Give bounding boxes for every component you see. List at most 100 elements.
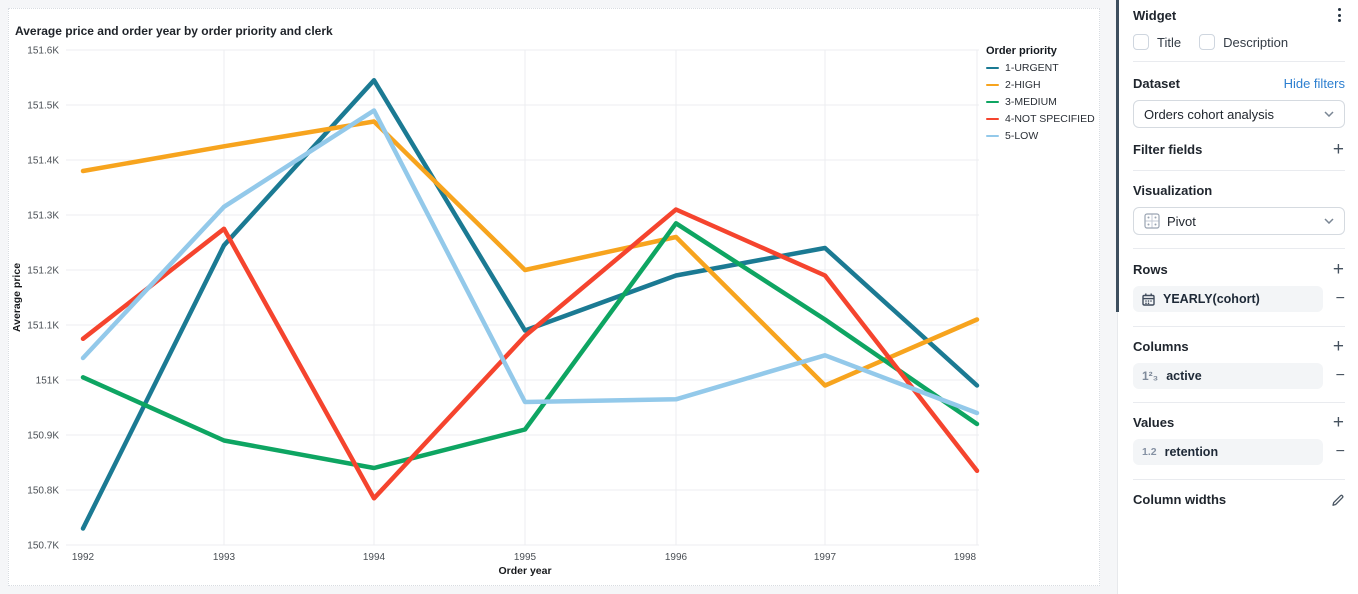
- svg-text:1996: 1996: [665, 552, 688, 563]
- x-axis-ticks: 1992 1993 1994 1995 1996 1997 1998: [72, 552, 977, 563]
- dataset-select[interactable]: Orders cohort analysis: [1133, 100, 1345, 128]
- integer-field-icon: 1²₃: [1142, 369, 1159, 383]
- divider: [1133, 61, 1345, 62]
- visualization-select-value: Pivot: [1167, 213, 1196, 229]
- add-column-button[interactable]: +: [1332, 335, 1344, 357]
- rows-field-chip[interactable]: YEARLY(cohort): [1133, 286, 1323, 312]
- calendar-icon: [1142, 293, 1155, 306]
- svg-text:1993: 1993: [213, 552, 236, 563]
- column-widths-row: Column widths: [1133, 492, 1345, 507]
- columns-heading: Columns: [1133, 339, 1189, 354]
- settings-sidebar: Widget Title Description Dataset Hide fi…: [1117, 0, 1358, 594]
- chevron-down-icon: [1324, 218, 1334, 224]
- legend-item: 5-LOW: [986, 130, 1098, 142]
- remove-column-button[interactable]: −: [1335, 367, 1345, 384]
- legend-item: 1-URGENT: [986, 62, 1098, 74]
- columns-item-row: 1²₃ active −: [1133, 363, 1345, 389]
- y-axis-ticks: 151.6K 151.5K 151.4K 151.3K 151.2K 151.1K 151K…: [27, 46, 59, 552]
- add-value-button[interactable]: +: [1332, 411, 1344, 433]
- series-line-5-LOW: [80, 108, 980, 416]
- hide-filters-link[interactable]: Hide filters: [1283, 76, 1345, 91]
- dataset-header-row: Dataset Hide filters: [1133, 76, 1345, 91]
- chevron-down-icon: [1324, 111, 1334, 117]
- svg-text:151.5K: 151.5K: [27, 101, 59, 112]
- pencil-icon[interactable]: [1331, 493, 1345, 507]
- legend-label: 1-URGENT: [1005, 62, 1059, 74]
- svg-text:151.4K: 151.4K: [27, 156, 59, 167]
- columns-field-chip[interactable]: 1²₃ active: [1133, 363, 1323, 389]
- legend-label: 5-LOW: [1005, 130, 1039, 142]
- svg-text:151.1K: 151.1K: [27, 321, 59, 332]
- svg-text:151.6K: 151.6K: [27, 46, 59, 57]
- svg-text:151.2K: 151.2K: [27, 266, 59, 277]
- description-checkbox-label: Description: [1223, 34, 1289, 50]
- divider: [1133, 479, 1345, 480]
- legend-swatch: [986, 100, 999, 104]
- visualization-header-row: Visualization: [1133, 183, 1345, 198]
- columns-header-row: Columns +: [1133, 335, 1345, 357]
- divider: [1133, 170, 1345, 171]
- columns-field-label: active: [1166, 369, 1202, 383]
- dataset-select-value: Orders cohort analysis: [1144, 106, 1275, 122]
- svg-text:1997: 1997: [814, 552, 837, 563]
- widget-options-row: Title Description: [1133, 34, 1345, 50]
- legend-swatch: [986, 117, 999, 121]
- filter-fields-heading: Filter fields: [1133, 142, 1203, 157]
- rows-heading: Rows: [1133, 262, 1168, 277]
- svg-text:150.7K: 150.7K: [27, 541, 59, 552]
- svg-text:1994: 1994: [363, 552, 386, 563]
- series-line-3-MEDIUM: [80, 221, 980, 471]
- column-widths-heading: Column widths: [1133, 492, 1227, 507]
- add-row-button[interactable]: +: [1332, 258, 1344, 280]
- svg-text:151.3K: 151.3K: [27, 211, 59, 222]
- description-checkbox[interactable]: [1199, 34, 1216, 50]
- sidebar-scrollbar-thumb[interactable]: [1116, 0, 1119, 312]
- values-item-row: 1.2 retention −: [1133, 439, 1345, 465]
- widget-heading: Widget: [1133, 7, 1177, 23]
- values-heading: Values: [1133, 415, 1175, 430]
- title-checkbox[interactable]: [1133, 34, 1149, 50]
- kebab-menu-icon[interactable]: [1334, 6, 1345, 24]
- widget-header-row: Widget: [1133, 6, 1345, 24]
- visualization-select[interactable]: Pivot: [1133, 207, 1345, 235]
- legend-item: 4-NOT SPECIFIED: [986, 113, 1098, 125]
- legend-swatch: [986, 134, 999, 138]
- legend-item: 3-MEDIUM: [986, 96, 1098, 108]
- legend-label: 4-NOT SPECIFIED: [1005, 113, 1095, 125]
- svg-text:150.8K: 150.8K: [27, 486, 59, 497]
- decimal-field-icon: 1.2: [1142, 445, 1157, 458]
- chart-legend: Order priority 1-URGENT 2-HIGH 3-MEDIUM 4-N…: [986, 45, 1098, 147]
- legend-label: 2-HIGH: [1005, 79, 1041, 91]
- values-field-chip[interactable]: 1.2 retention: [1133, 439, 1323, 465]
- legend-items: 1-URGENT 2-HIGH 3-MEDIUM 4-NOT SPECIFIED 5-L…: [986, 62, 1098, 142]
- divider: [1133, 248, 1345, 249]
- filter-fields-row: Filter fields +: [1133, 138, 1345, 160]
- series-line-2-HIGH: [80, 119, 980, 388]
- pivot-table-icon: [1144, 213, 1160, 229]
- title-checkbox-label: Title: [1157, 34, 1182, 50]
- svg-text:150.9K: 150.9K: [27, 431, 59, 442]
- values-header-row: Values +: [1133, 411, 1345, 433]
- legend-title: Order priority: [986, 45, 1057, 57]
- rows-item-row: YEARLY(cohort) −: [1133, 286, 1345, 312]
- series-line-4-NOT SPECIFIED: [80, 207, 980, 501]
- legend-swatch: [986, 83, 999, 87]
- y-axis-title: Average price: [11, 263, 23, 332]
- divider: [1133, 402, 1345, 403]
- chart-card: 151.6K 151.5K 151.4K 151.3K 151.2K 151.1K 151K…: [8, 8, 1100, 586]
- add-filter-field-button[interactable]: +: [1332, 138, 1344, 160]
- visualization-heading: Visualization: [1133, 183, 1213, 198]
- svg-text:1995: 1995: [514, 552, 537, 563]
- svg-text:151K: 151K: [36, 376, 60, 387]
- legend-item: 2-HIGH: [986, 79, 1098, 91]
- rows-field-label: YEARLY(cohort): [1163, 292, 1260, 306]
- remove-row-button[interactable]: −: [1335, 290, 1345, 307]
- svg-text:1998: 1998: [954, 552, 977, 563]
- x-axis-title: Order year: [498, 565, 551, 577]
- legend-swatch: [986, 66, 999, 70]
- legend-label: 3-MEDIUM: [1005, 96, 1057, 108]
- remove-value-button[interactable]: −: [1335, 443, 1345, 460]
- chart-title: Average price and order year by order pr…: [15, 24, 333, 38]
- chart-canvas: 151.6K 151.5K 151.4K 151.3K 151.2K 151.1K 151K…: [11, 46, 980, 577]
